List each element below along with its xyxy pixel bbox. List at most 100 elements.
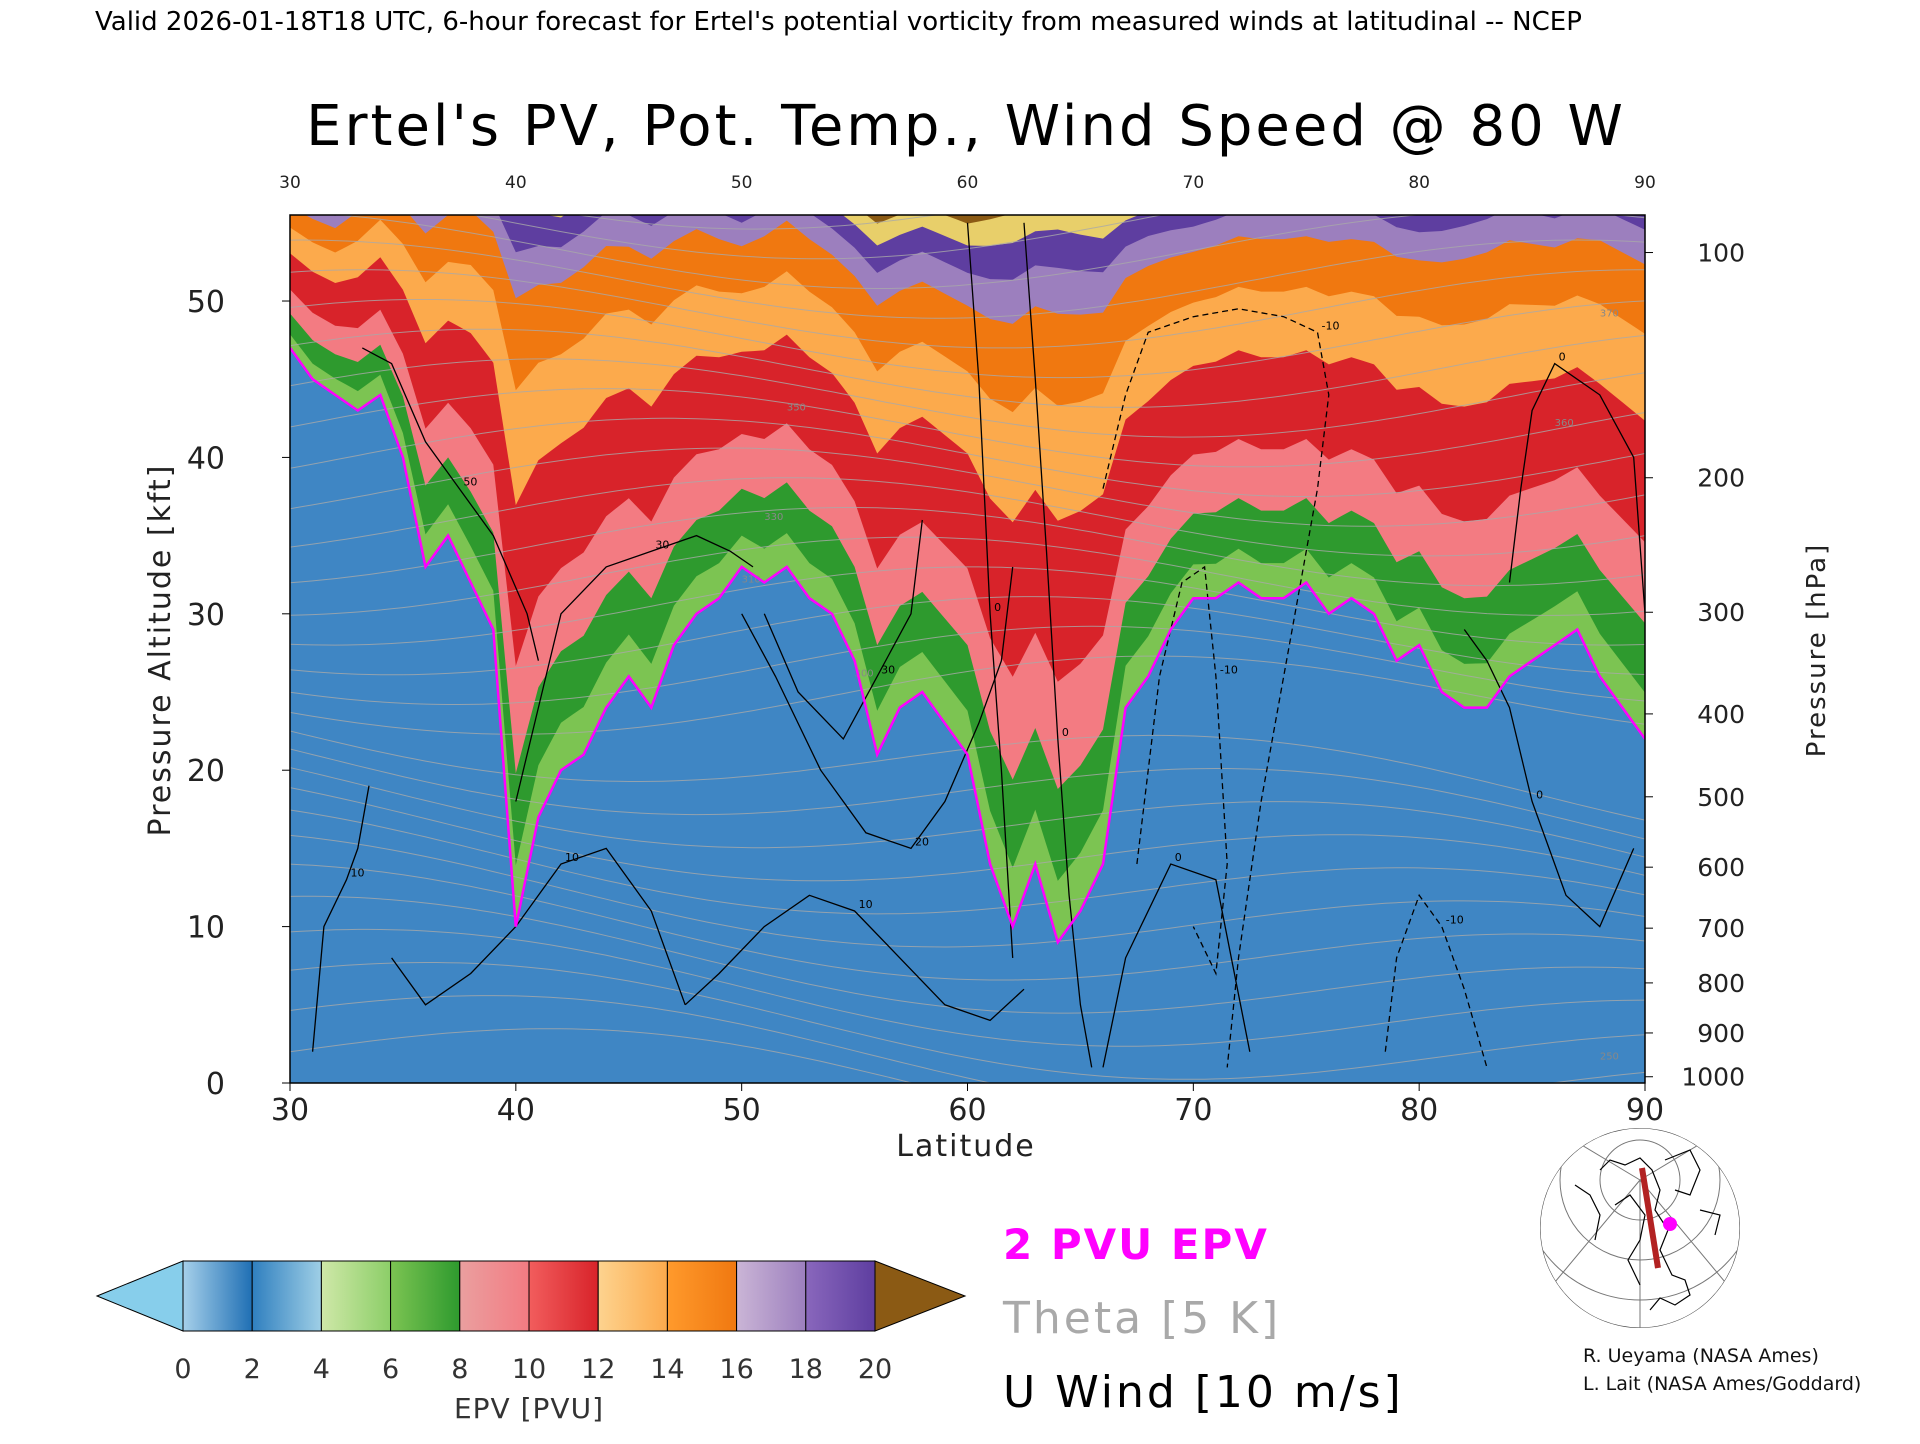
theta-contour <box>290 299 1645 379</box>
theta-contour <box>290 1028 914 1083</box>
colorbar-tick-label: 4 <box>313 1354 330 1385</box>
theta-contour <box>290 655 1645 735</box>
u-wind-contour-label: 0 <box>1175 851 1182 864</box>
x-tick-label: 60 <box>948 1093 986 1128</box>
pressure-tick-label: 900 <box>1697 1019 1745 1048</box>
epv-band <box>290 215 1645 413</box>
theta-contour <box>290 358 1645 438</box>
u-wind-contour <box>515 534 754 802</box>
epv-band <box>866 215 1008 224</box>
theta-contour <box>290 767 1645 858</box>
theta-contour-label: 300 <box>855 668 874 679</box>
theta-contour <box>290 566 1645 646</box>
theta-contour-label: 350 <box>787 402 806 413</box>
pressure-tick-label: 800 <box>1697 969 1745 998</box>
x-tick-label: 50 <box>723 1093 761 1128</box>
x-top-tick-label: 60 <box>957 173 979 193</box>
legend-theta: Theta [5 K] <box>1002 1293 1281 1344</box>
u-wind-contour-label: 20 <box>915 835 929 848</box>
u-wind-dashed-contour <box>1136 565 1228 976</box>
u-wind-contour <box>1023 222 1093 1068</box>
x-tick-label: 80 <box>1400 1093 1438 1128</box>
theta-contour <box>290 596 1645 676</box>
theta-contour <box>290 269 1645 349</box>
legend-pv: 2 PVU EPV <box>1003 1220 1269 1269</box>
y-axis-pressure: 100 200 300 400 500 600 700 800 900 1000 <box>1645 239 1745 1092</box>
x-axis-top: 30 40 50 60 70 80 90 <box>279 173 1656 193</box>
colorbar-band <box>666 1260 738 1332</box>
pressure-tick-label: 1000 <box>1681 1063 1745 1092</box>
colorbar-band <box>805 1260 876 1332</box>
theta-contour <box>290 834 1645 948</box>
u-wind-contour <box>1508 362 1645 614</box>
u-wind-contour <box>741 566 1014 850</box>
chart-title: Ertel's PV, Pot. Temp., Wind Speed @ 80 … <box>306 94 1626 159</box>
plot-area: 310 300 350 360 370 330 250 50 30 30 20 10 10 10 0 0 0 0… <box>290 215 1645 1083</box>
theta-contour <box>290 388 1645 468</box>
theta-contour <box>290 787 1645 882</box>
pressure-tick-label: 100 <box>1697 239 1745 268</box>
colorbar-band <box>736 1260 807 1332</box>
epv-band <box>332 215 1645 280</box>
pressure-tick-label: 400 <box>1697 700 1745 729</box>
u-wind-contour-label: 0 <box>1559 351 1566 364</box>
legend-wind: U Wind [10 m/s] <box>1003 1367 1404 1418</box>
u-wind-contour <box>763 519 923 740</box>
u-wind-contour-label: -10 <box>1220 663 1238 676</box>
map-inset <box>1540 1128 1740 1328</box>
colorbar-band <box>597 1260 668 1332</box>
epv-colorbar: 0 2 4 6 8 10 12 14 16 18 20 EPV [PVU] <box>95 1260 967 1425</box>
theta-contour-label: 310 <box>742 575 761 586</box>
map-section-track <box>1639 1167 1661 1269</box>
theta-contour <box>290 328 1645 408</box>
u-wind-dashed-contour <box>1102 308 1330 1068</box>
colorbar-bands <box>182 1260 876 1332</box>
colorbar-tick-label: 12 <box>581 1354 615 1385</box>
theta-contour <box>290 625 1645 705</box>
pressure-tick-label: 700 <box>1697 914 1745 943</box>
colorbar-tick-label: 18 <box>789 1354 823 1385</box>
theta-contour <box>290 928 1645 1047</box>
y-axis-label: Pressure Altitude [kft] <box>143 464 178 837</box>
u-wind-contours: 50 30 30 20 10 10 10 0 0 0 0 0 -10 -10 -10 <box>311 222 1645 1068</box>
theta-contour <box>335 215 1645 289</box>
pressure-tick-label: 600 <box>1697 853 1745 882</box>
colorbar-tick-label: 0 <box>174 1354 191 1385</box>
u-wind-contour <box>684 894 1025 1022</box>
theta-contour <box>290 863 1645 981</box>
colorbar-band <box>459 1260 530 1332</box>
u-wind-contour <box>1463 629 1635 928</box>
pressure-tick-label: 200 <box>1697 464 1745 493</box>
x-top-tick-label: 30 <box>279 173 301 193</box>
theta-contour <box>290 477 1645 557</box>
colorbar-tick-label: 2 <box>244 1354 261 1385</box>
colorbar-band <box>528 1260 599 1332</box>
colorbar-tick-label: 10 <box>512 1354 546 1385</box>
y-axis-kft: 0 10 20 30 40 50 <box>187 285 290 1102</box>
theta-contour <box>290 995 1645 1083</box>
u-wind-contour-label: -10 <box>1446 914 1464 927</box>
u-wind-contour-label: 10 <box>565 851 579 864</box>
colorbar-ticks: 0 2 4 6 8 10 12 14 16 18 20 <box>174 1354 892 1385</box>
theta-contour <box>290 239 1645 319</box>
u-wind-contour-label: 10 <box>350 867 364 880</box>
x-tick-label: 30 <box>271 1093 309 1128</box>
x-tick-label: 70 <box>1174 1093 1212 1128</box>
x-tick-label: 40 <box>497 1093 535 1128</box>
y2-axis-label: Pressure [hPa] <box>1802 543 1832 758</box>
y-tick-label: 0 <box>206 1067 225 1102</box>
u-wind-contour <box>311 785 370 1052</box>
colorbar-band <box>182 1260 253 1332</box>
colorbar-band <box>320 1260 392 1332</box>
colorbar-band <box>390 1260 461 1332</box>
x-top-tick-label: 50 <box>731 173 753 193</box>
contour-legend: 2 PVU EPV Theta [5 K] U Wind [10 m/s] <box>1002 1220 1404 1418</box>
map-location-marker <box>1663 1217 1677 1231</box>
pressure-tick-label: 500 <box>1697 783 1745 812</box>
epv-band <box>546 215 1139 246</box>
colorbar-band <box>251 1260 322 1332</box>
u-wind-contour-label: 30 <box>881 663 895 676</box>
theta-contour <box>290 962 1645 1080</box>
